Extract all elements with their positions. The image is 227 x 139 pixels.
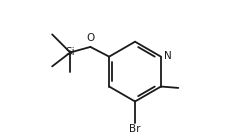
Text: N: N bbox=[164, 51, 172, 61]
Text: Si: Si bbox=[65, 47, 75, 57]
Text: Br: Br bbox=[129, 124, 141, 134]
Text: O: O bbox=[86, 33, 94, 43]
